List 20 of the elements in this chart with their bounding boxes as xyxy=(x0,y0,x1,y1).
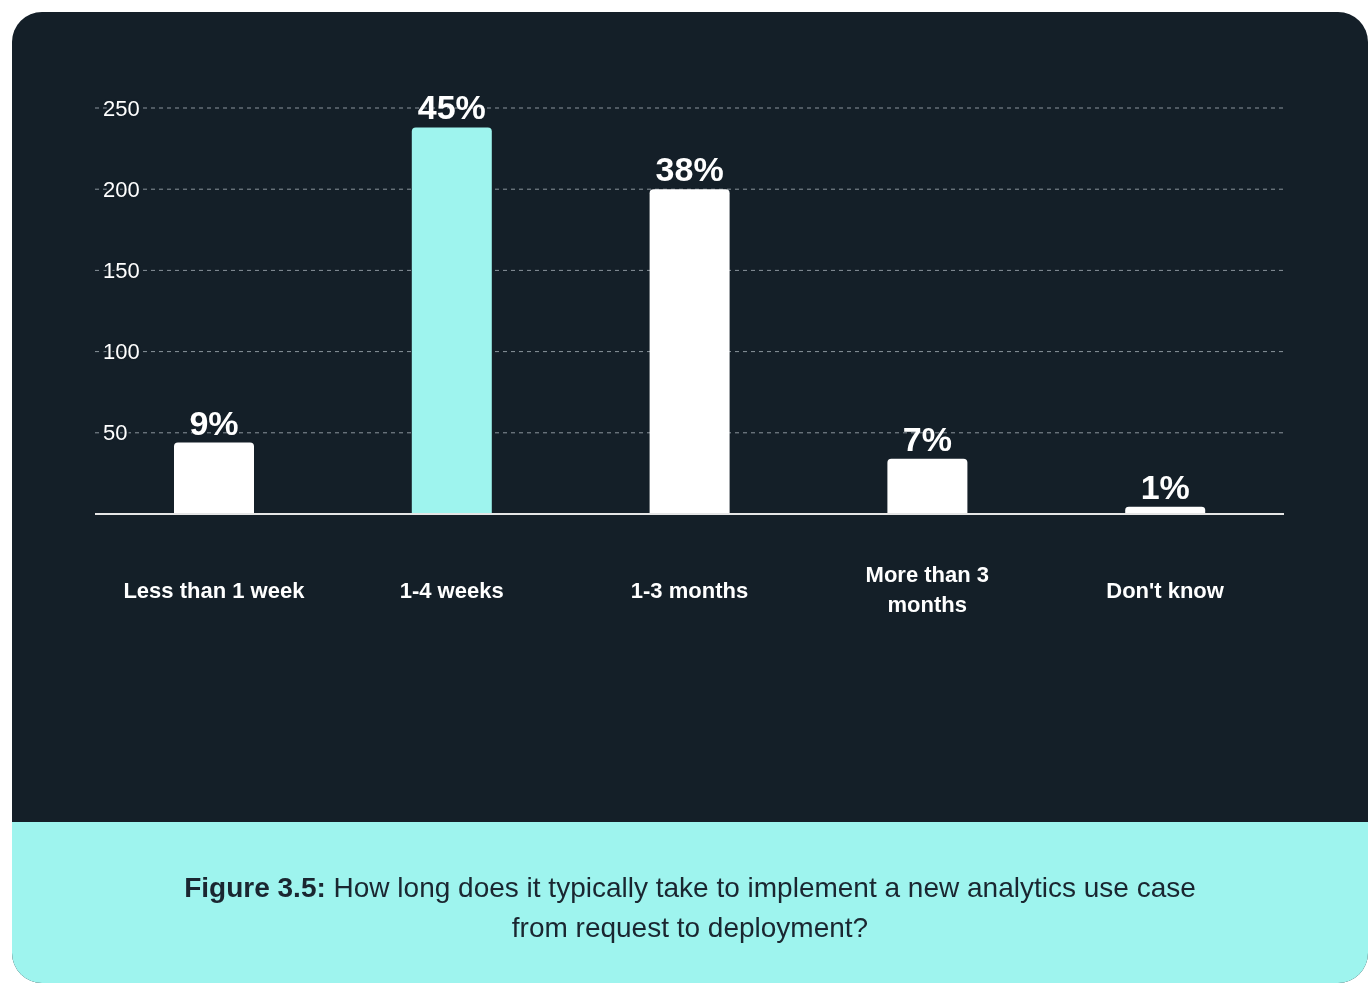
y-tick-label: 250 xyxy=(103,95,140,121)
y-tick-label: 100 xyxy=(103,339,140,365)
x-tick-label: Don't know xyxy=(1106,578,1225,603)
y-tick-label: 200 xyxy=(103,176,140,202)
y-tick-label: 150 xyxy=(103,257,140,283)
bar xyxy=(649,189,730,514)
bar xyxy=(887,458,968,514)
bar xyxy=(411,127,492,514)
annotation: 9% xyxy=(189,403,239,442)
annotation: 45% xyxy=(417,88,486,127)
bar xyxy=(174,442,254,514)
x-tick-label: Less than 1 week xyxy=(123,578,306,603)
annotation: 7% xyxy=(902,419,952,458)
annotation: 1% xyxy=(1140,467,1190,506)
y-tick-label: 50 xyxy=(103,420,128,446)
caption: Figure 3.5: How long does it typically take to implement a new analytics use case from request to deployment? xyxy=(184,872,1196,943)
x-tick-label: 1-4 weeks xyxy=(399,578,504,603)
annotation: 38% xyxy=(655,150,724,189)
x-tick-label: 1-3 months xyxy=(630,578,749,603)
x-tick-label: More than 3 months xyxy=(865,562,990,617)
